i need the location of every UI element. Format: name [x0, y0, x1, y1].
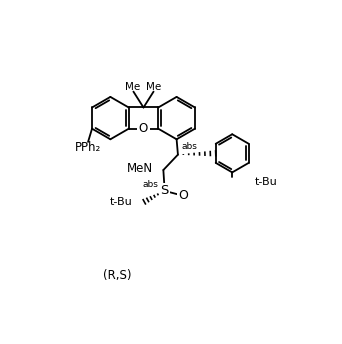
Text: S: S	[160, 184, 169, 197]
Text: t-Bu: t-Bu	[109, 197, 132, 207]
Text: Me: Me	[146, 82, 162, 93]
Text: t-Bu: t-Bu	[255, 177, 277, 187]
Text: O: O	[178, 189, 188, 202]
Text: Me: Me	[125, 82, 141, 93]
Text: PPh₂: PPh₂	[75, 141, 101, 154]
Text: O: O	[139, 122, 148, 135]
Text: MeN: MeN	[127, 162, 153, 175]
Text: abs: abs	[143, 180, 159, 189]
Text: abs: abs	[182, 142, 198, 151]
Text: (R,S): (R,S)	[103, 269, 131, 282]
